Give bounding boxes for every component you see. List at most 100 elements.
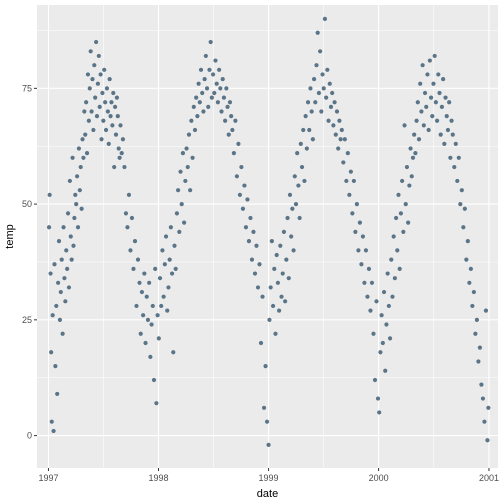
- data-point: [316, 90, 322, 96]
- data-point: [304, 146, 309, 151]
- data-point: [50, 313, 55, 318]
- data-point: [260, 294, 265, 299]
- data-point: [126, 192, 132, 197]
- data-point: [366, 266, 372, 272]
- data-point: [167, 257, 172, 262]
- data-point: [333, 132, 338, 137]
- data-point: [82, 109, 87, 114]
- data-point: [138, 331, 143, 336]
- data-point: [184, 146, 189, 151]
- data-point: [410, 155, 416, 160]
- major-gridlines: [37, 5, 498, 468]
- data-point: [302, 178, 307, 184]
- data-point: [297, 215, 302, 221]
- data-point: [261, 405, 267, 410]
- data-point: [273, 331, 278, 336]
- data-point: [215, 100, 221, 105]
- data-point: [485, 438, 490, 443]
- x-axis-title: date: [257, 488, 278, 500]
- data-point: [448, 155, 453, 160]
- data-point: [459, 188, 464, 193]
- data-point: [338, 137, 343, 142]
- data-point: [151, 377, 157, 383]
- data-point: [198, 67, 204, 72]
- data-point: [226, 132, 231, 137]
- data-point: [398, 211, 404, 216]
- data-point: [474, 317, 479, 322]
- data-point: [92, 63, 97, 68]
- data-points: [46, 16, 491, 447]
- data-point: [272, 266, 277, 272]
- data-point: [269, 239, 274, 244]
- data-point: [266, 442, 271, 447]
- data-point: [223, 118, 228, 123]
- data-point: [112, 104, 118, 109]
- data-point: [465, 239, 470, 244]
- data-point: [103, 127, 109, 133]
- data-point: [342, 137, 347, 142]
- data-point: [344, 178, 349, 184]
- x-tick-label: 2001: [479, 473, 499, 483]
- data-point: [420, 63, 425, 68]
- data-point: [88, 49, 93, 54]
- data-point: [434, 118, 440, 123]
- data-point: [100, 90, 105, 96]
- data-point: [112, 164, 117, 170]
- data-point: [196, 81, 201, 86]
- data-point: [195, 114, 200, 119]
- data-point: [277, 308, 282, 313]
- data-point: [385, 271, 390, 276]
- data-point: [174, 211, 179, 216]
- data-point: [145, 317, 151, 322]
- data-point: [182, 220, 187, 225]
- data-point: [142, 271, 147, 276]
- data-point: [409, 174, 414, 179]
- data-point: [279, 294, 284, 299]
- x-tick-label: 1998: [148, 473, 168, 483]
- data-point: [191, 104, 196, 109]
- data-point: [452, 164, 457, 170]
- data-point: [347, 192, 352, 197]
- data-point: [486, 405, 491, 410]
- data-point: [86, 118, 91, 123]
- data-point: [286, 276, 291, 281]
- data-point: [234, 174, 239, 179]
- data-point: [176, 188, 181, 193]
- data-point: [93, 95, 98, 100]
- data-point: [143, 340, 148, 346]
- data-point: [430, 114, 435, 119]
- data-point: [404, 164, 410, 170]
- data-point: [251, 229, 256, 234]
- data-point: [98, 72, 103, 77]
- data-point: [56, 280, 61, 285]
- data-point: [396, 192, 401, 197]
- data-point: [49, 419, 54, 424]
- data-point: [372, 377, 378, 383]
- data-point: [393, 215, 399, 221]
- data-point: [328, 104, 334, 109]
- data-point: [305, 100, 311, 105]
- data-point: [318, 49, 323, 54]
- data-point: [384, 322, 389, 327]
- data-point: [284, 257, 289, 262]
- data-point: [94, 114, 100, 119]
- data-point: [350, 211, 355, 216]
- data-point: [115, 114, 120, 119]
- data-point: [293, 201, 299, 207]
- data-point: [336, 146, 341, 151]
- data-point: [254, 243, 259, 248]
- data-point: [264, 419, 270, 424]
- data-point: [137, 280, 142, 285]
- data-point: [65, 266, 70, 272]
- data-point: [464, 257, 469, 262]
- data-point: [301, 127, 306, 133]
- data-point: [65, 211, 71, 216]
- data-point: [179, 201, 184, 207]
- data-point: [387, 336, 393, 341]
- data-point: [63, 299, 68, 304]
- data-point: [245, 197, 250, 202]
- data-point: [416, 137, 422, 142]
- data-point: [395, 248, 400, 253]
- data-point: [296, 183, 301, 188]
- data-point: [239, 164, 244, 170]
